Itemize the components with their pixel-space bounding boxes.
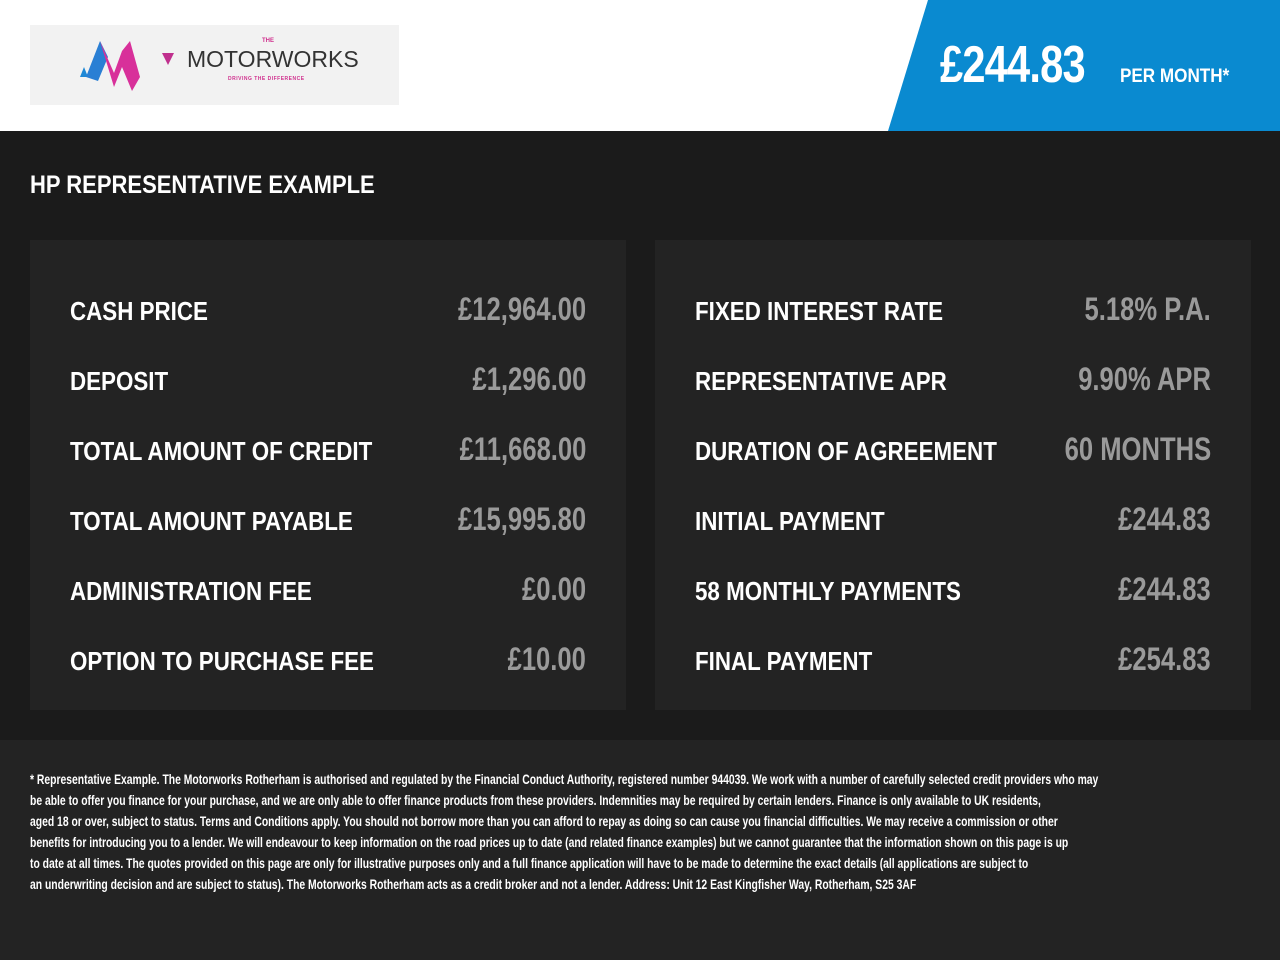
row-label: ADMINISTRATION FEE bbox=[70, 576, 312, 606]
finance-panel-right: FIXED INTEREST RATE 5.18% P.A. REPRESENTAT… bbox=[655, 240, 1251, 710]
row-value: £244.83 bbox=[1118, 501, 1211, 537]
row-label: TOTAL AMOUNT PAYABLE bbox=[70, 506, 353, 536]
row-value: £244.83 bbox=[1118, 571, 1211, 607]
row-label: 58 MONTHLY PAYMENTS bbox=[695, 576, 961, 606]
finance-row: FIXED INTEREST RATE 5.18% P.A. bbox=[695, 290, 1211, 330]
row-value: £10.00 bbox=[507, 641, 586, 677]
finance-row: DEPOSIT £1,296.00 bbox=[70, 360, 586, 400]
finance-panel-left: CASH PRICE £12,964.00 DEPOSIT £1,296.00 TOTA… bbox=[30, 240, 626, 710]
disclaimer: * Representative Example. The Motorworks… bbox=[0, 740, 1280, 960]
section-title: HP REPRESENTATIVE EXAMPLE bbox=[30, 171, 375, 199]
row-label: CASH PRICE bbox=[70, 296, 208, 326]
disclaimer-line: an underwriting decision and are subject… bbox=[30, 876, 917, 892]
finance-row: FINAL PAYMENT £254.83 bbox=[695, 640, 1211, 680]
finance-row: INITIAL PAYMENT £244.83 bbox=[695, 500, 1211, 540]
row-value: £254.83 bbox=[1118, 641, 1211, 677]
monthly-price: £244.83 bbox=[940, 36, 1086, 94]
disclaimer-line: * Representative Example. The Motorworks… bbox=[30, 771, 1099, 787]
logo-name: MOTORWORKS bbox=[187, 46, 359, 72]
disclaimer-line: to date at all times. The quotes provide… bbox=[30, 855, 1029, 871]
row-label: REPRESENTATIVE APR bbox=[695, 366, 947, 396]
row-label: OPTION TO PURCHASE FEE bbox=[70, 646, 374, 676]
finance-row: DURATION OF AGREEMENT 60 MONTHS bbox=[695, 430, 1211, 470]
row-value: 60 MONTHS bbox=[1064, 431, 1211, 467]
finance-row: TOTAL AMOUNT PAYABLE £15,995.80 bbox=[70, 500, 586, 540]
header: THE MOTORWORKS DRIVING THE DIFFERENCE £2… bbox=[0, 0, 1280, 131]
finance-row: OPTION TO PURCHASE FEE £10.00 bbox=[70, 640, 586, 680]
row-label: FIXED INTEREST RATE bbox=[695, 296, 944, 326]
row-value: £15,995.80 bbox=[457, 501, 586, 537]
row-value: 9.90% APR bbox=[1078, 361, 1211, 397]
logo-tagline: DRIVING THE DIFFERENCE bbox=[228, 76, 305, 82]
logo-the: THE bbox=[262, 38, 274, 44]
logo-mark-icon bbox=[80, 41, 174, 91]
row-value: £12,964.00 bbox=[457, 291, 586, 327]
finance-row: ADMINISTRATION FEE £0.00 bbox=[70, 570, 586, 610]
per-month-label: PER MONTH* bbox=[1120, 66, 1230, 87]
finance-row: REPRESENTATIVE APR 9.90% APR bbox=[695, 360, 1211, 400]
disclaimer-line: benefits for introducing you to a lender… bbox=[30, 834, 1069, 850]
row-label: FINAL PAYMENT bbox=[695, 646, 873, 676]
finance-row: TOTAL AMOUNT OF CREDIT £11,668.00 bbox=[70, 430, 586, 470]
finance-row: CASH PRICE £12,964.00 bbox=[70, 290, 586, 330]
row-label: INITIAL PAYMENT bbox=[695, 506, 885, 536]
row-value: £11,668.00 bbox=[459, 431, 586, 467]
disclaimer-line: be able to offer you finance for your pu… bbox=[30, 792, 1041, 808]
monthly-price-banner bbox=[888, 0, 1280, 131]
row-value: £1,296.00 bbox=[472, 361, 586, 397]
finance-row: 58 MONTHLY PAYMENTS £244.83 bbox=[695, 570, 1211, 610]
motorworks-logo[interactable]: THE MOTORWORKS DRIVING THE DIFFERENCE bbox=[30, 25, 399, 105]
disclaimer-line: aged 18 or over, subject to status. Term… bbox=[30, 813, 1058, 829]
row-value: 5.18% P.A. bbox=[1084, 291, 1211, 327]
row-label: DEPOSIT bbox=[70, 366, 169, 396]
row-label: DURATION OF AGREEMENT bbox=[695, 436, 997, 466]
row-value: £0.00 bbox=[521, 571, 586, 607]
row-label: TOTAL AMOUNT OF CREDIT bbox=[70, 436, 373, 466]
